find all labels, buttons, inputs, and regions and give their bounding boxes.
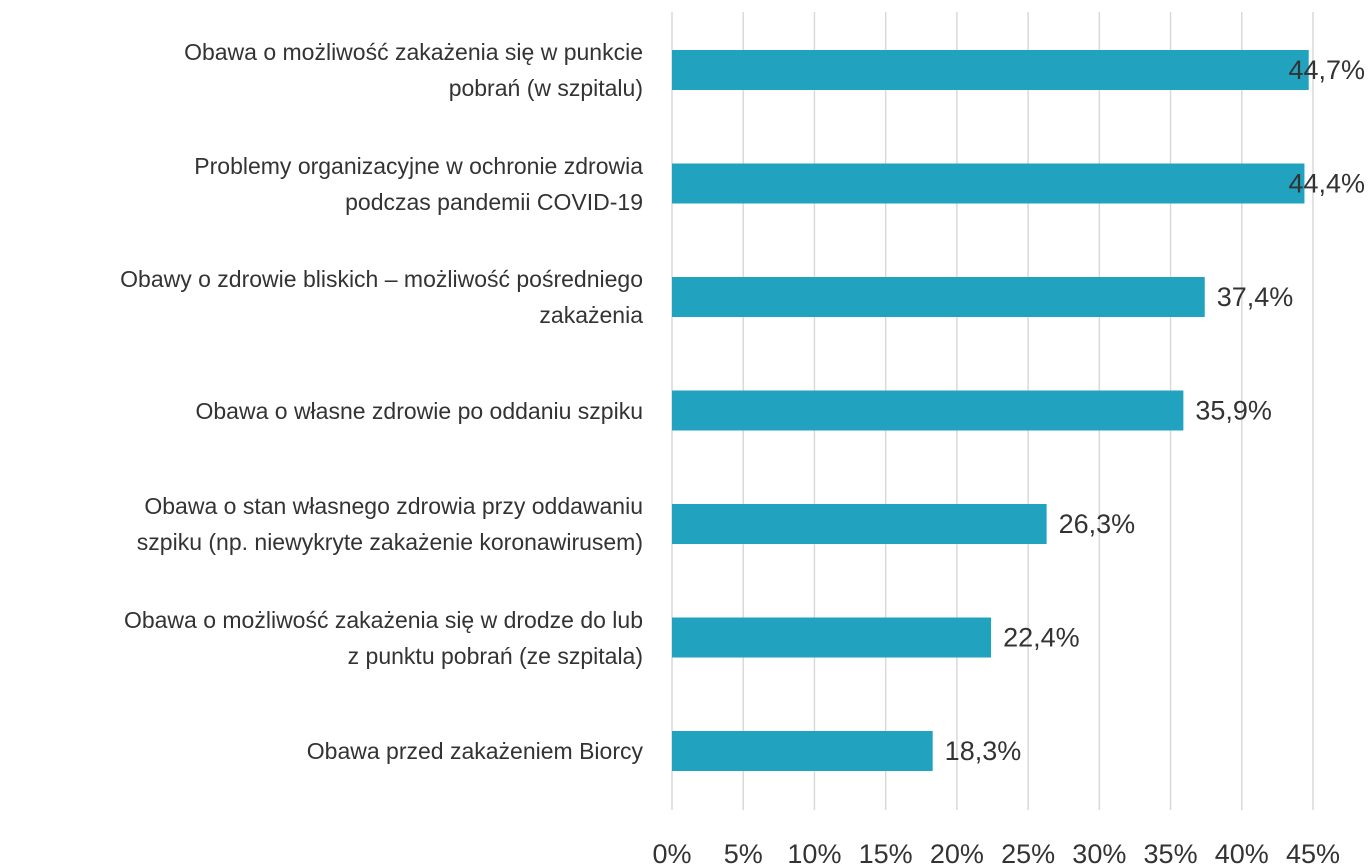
value-label: 26,3% [1059, 509, 1136, 539]
x-tick-label: 30% [1072, 839, 1126, 867]
category-label: Obawa o możliwość zakażenia się w drodze… [123, 606, 643, 669]
category-label: Obawa o możliwość zakażenia się w punkci… [184, 39, 643, 101]
x-tick-label: 0% [652, 839, 691, 867]
category-label: Obawa o stan własnego zdrowia przy oddaw… [136, 493, 643, 555]
x-tick-label: 5% [724, 839, 763, 867]
x-tick-label: 10% [787, 839, 841, 867]
value-label: 44,4% [1288, 169, 1365, 199]
bar [672, 617, 992, 658]
value-label: 22,4% [1003, 623, 1080, 653]
x-tick-label: 35% [1144, 839, 1198, 867]
category-label: Obawy o zdrowie bliskich – możliwość poś… [120, 266, 643, 328]
bar [672, 277, 1205, 317]
bar [672, 504, 1047, 544]
x-tick-label: 25% [1001, 839, 1055, 867]
bar [672, 390, 1184, 431]
x-tick-label: 45% [1286, 839, 1340, 867]
value-label: 35,9% [1195, 396, 1272, 426]
bar [672, 163, 1305, 204]
category-label: Obawa o własne zdrowie po oddaniu szpiku [195, 397, 644, 424]
category-label: Problemy organizacyjne w ochronie zdrowi… [194, 152, 643, 215]
x-tick-label: 15% [859, 839, 913, 867]
value-label: 18,3% [945, 736, 1022, 766]
bar [672, 50, 1309, 90]
x-tick-label: 40% [1215, 839, 1269, 867]
category-label: Obawa przed zakażeniem Biorcy [306, 738, 643, 764]
x-tick-label: 20% [930, 839, 984, 867]
value-label: 44,7% [1288, 55, 1365, 85]
bar [672, 731, 933, 771]
value-label: 37,4% [1217, 282, 1294, 312]
